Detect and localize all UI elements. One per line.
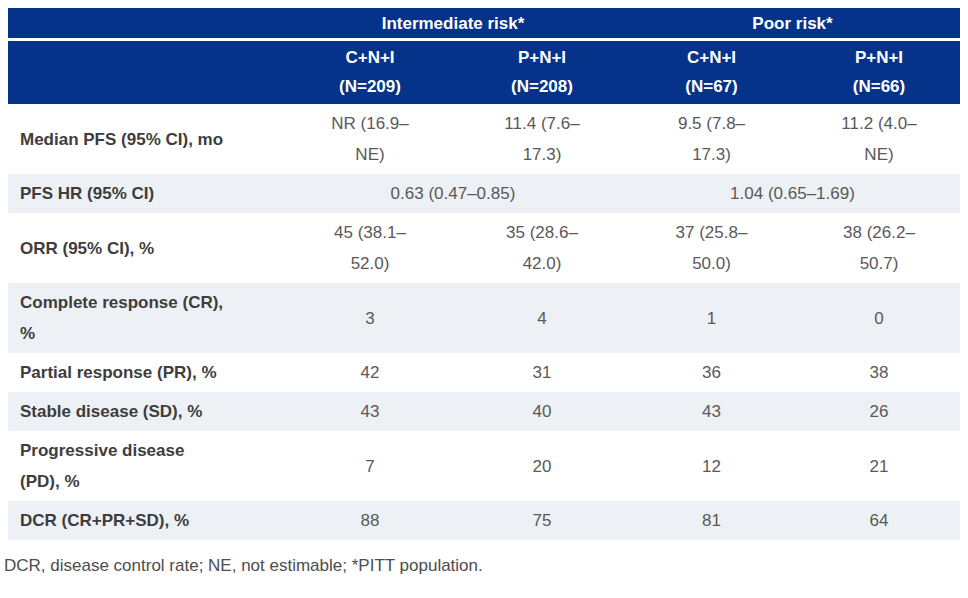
value-cell: 31 — [459, 353, 625, 392]
row-label: Stable disease (SD), % — [8, 392, 281, 431]
value-cell: 20 — [459, 431, 625, 501]
value-cell: 4 — [459, 283, 625, 353]
value-cell: 7 — [281, 431, 459, 501]
table-body: Median PFS (95% CI), mo NR (16.9– NE) 11… — [8, 104, 960, 540]
table-row-dcr: DCR (CR+PR+SD), % 88 75 81 64 — [8, 501, 960, 540]
value-cell: 37 (25.8– 50.0) — [625, 213, 798, 283]
table-row-complete-response: Complete response (CR), % 3 4 1 0 — [8, 283, 960, 353]
value-cell: 75 — [459, 501, 625, 540]
value-cell-span: 1.04 (0.65–1.69) — [625, 174, 960, 213]
value-cell: 26 — [798, 392, 960, 431]
value-cell: 21 — [798, 431, 960, 501]
row-label: DCR (CR+PR+SD), % — [8, 501, 281, 540]
corner-cell-2 — [8, 40, 281, 105]
value-cell: 43 — [281, 392, 459, 431]
footnote: DCR, disease control rate; NE, not estim… — [4, 555, 960, 577]
group-header-intermediate-risk: Intermediate risk* — [281, 8, 625, 40]
treatment-arm-header-row: C+N+I (N=209) P+N+I (N=208) C+N+I (N=67)… — [8, 40, 960, 105]
value-cell: 81 — [625, 501, 798, 540]
value-cell: 88 — [281, 501, 459, 540]
value-cell: 43 — [625, 392, 798, 431]
value-cell: 36 — [625, 353, 798, 392]
column-header-pni-intermediate: P+N+I (N=208) — [459, 40, 625, 105]
table-row-pfs-hr: PFS HR (95% CI) 0.63 (0.47–0.85) 1.04 (0… — [8, 174, 960, 213]
table-row-partial-response: Partial response (PR), % 42 31 36 38 — [8, 353, 960, 392]
row-label: Progressive disease (PD), % — [8, 431, 281, 501]
value-cell: 11.4 (7.6– 17.3) — [459, 104, 625, 174]
table-row-median-pfs: Median PFS (95% CI), mo NR (16.9– NE) 11… — [8, 104, 960, 174]
table-row-orr: ORR (95% CI), % 45 (38.1– 52.0) 35 (28.6… — [8, 213, 960, 283]
value-cell: 3 — [281, 283, 459, 353]
value-cell: NR (16.9– NE) — [281, 104, 459, 174]
table-row-progressive-disease: Progressive disease (PD), % 7 20 12 21 — [8, 431, 960, 501]
column-header-cni-poor: C+N+I (N=67) — [625, 40, 798, 105]
value-cell: 11.2 (4.0– NE) — [798, 104, 960, 174]
value-cell: 9.5 (7.8– 17.3) — [625, 104, 798, 174]
column-header-pni-poor: P+N+I (N=66) — [798, 40, 960, 105]
row-label: PFS HR (95% CI) — [8, 174, 281, 213]
risk-group-header-row: Intermediate risk* Poor risk* — [8, 8, 960, 40]
value-cell: 42 — [281, 353, 459, 392]
value-cell: 64 — [798, 501, 960, 540]
row-label: Complete response (CR), % — [8, 283, 281, 353]
value-cell: 35 (28.6– 42.0) — [459, 213, 625, 283]
value-cell-span: 0.63 (0.47–0.85) — [281, 174, 625, 213]
table-row-stable-disease: Stable disease (SD), % 43 40 43 26 — [8, 392, 960, 431]
value-cell: 38 (26.2– 50.7) — [798, 213, 960, 283]
row-label: Median PFS (95% CI), mo — [8, 104, 281, 174]
value-cell: 45 (38.1– 52.0) — [281, 213, 459, 283]
corner-cell — [8, 8, 281, 40]
clinical-outcomes-table: Intermediate risk* Poor risk* C+N+I (N=2… — [8, 8, 960, 540]
value-cell: 38 — [798, 353, 960, 392]
value-cell: 0 — [798, 283, 960, 353]
value-cell: 1 — [625, 283, 798, 353]
value-cell: 12 — [625, 431, 798, 501]
row-label: Partial response (PR), % — [8, 353, 281, 392]
group-header-poor-risk: Poor risk* — [625, 8, 960, 40]
column-header-cni-intermediate: C+N+I (N=209) — [281, 40, 459, 105]
value-cell: 40 — [459, 392, 625, 431]
page-root: Intermediate risk* Poor risk* C+N+I (N=2… — [0, 0, 968, 577]
row-label: ORR (95% CI), % — [8, 213, 281, 283]
table-header: Intermediate risk* Poor risk* C+N+I (N=2… — [8, 8, 960, 104]
